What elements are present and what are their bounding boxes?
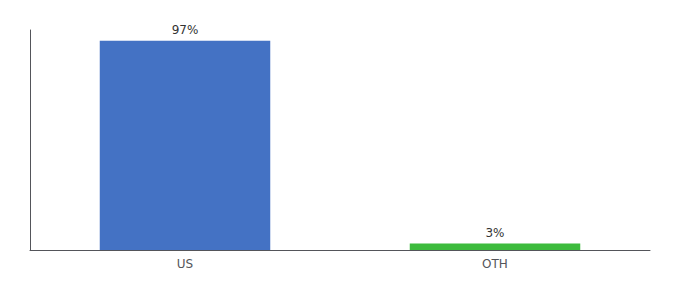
svg-text:3%: 3%	[485, 226, 504, 240]
svg-text:OTH: OTH	[482, 257, 508, 271]
svg-text:97%: 97%	[172, 23, 199, 37]
svg-text:US: US	[177, 257, 193, 271]
